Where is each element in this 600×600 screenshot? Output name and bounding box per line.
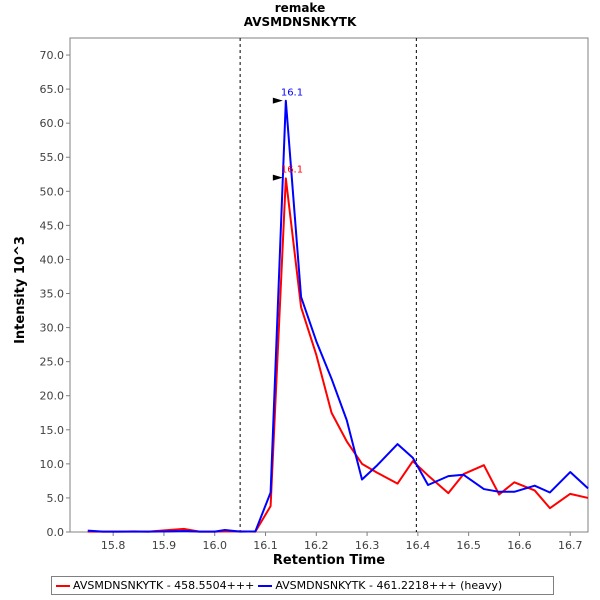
- x-tick-label: 16.0: [202, 539, 227, 552]
- y-tick-label: 50.0: [40, 185, 65, 198]
- legend-label-heavy: AVSMDNSNKYTK - 461.2218+++ (heavy): [275, 579, 503, 592]
- plot-frame: [69, 37, 589, 533]
- x-tick-label: 16.4: [406, 539, 431, 552]
- legend-item-light: AVSMDNSNKYTK - 458.5504+++: [56, 579, 254, 592]
- x-tick-label: 15.8: [101, 539, 126, 552]
- y-tick-label: 25.0: [40, 356, 65, 369]
- series-line-0: [87, 177, 589, 533]
- plot-area: 0.0 5.0 10.0 15.0 20.0 25.0 30.0 35.0 40.0 45.0 50…: [13, 37, 589, 568]
- x-tick-label: 16.1: [253, 539, 278, 552]
- y-tick-label: 30.0: [40, 322, 65, 335]
- x-axis-label: Retention Time: [273, 553, 385, 568]
- y-axis-label: Intensity 10^3: [13, 236, 28, 344]
- peak-label-1: 16.1: [281, 88, 303, 99]
- x-tick-label: 16.6: [507, 539, 532, 552]
- y-tick-label: 45.0: [40, 219, 65, 232]
- x-tick-label: 15.9: [152, 539, 177, 552]
- legend-swatch-heavy: [258, 584, 273, 587]
- y-tick-label: 40.0: [40, 253, 65, 266]
- peak-marker-1: [272, 97, 283, 104]
- y-tick-label: 55.0: [40, 151, 65, 164]
- y-tick-label: 35.0: [40, 288, 65, 301]
- x-tick-label: 16.3: [355, 539, 380, 552]
- y-tick-label: 15.0: [40, 424, 65, 437]
- chart-title: remake: [274, 1, 326, 15]
- y-tick-label: 10.0: [40, 458, 65, 471]
- y-tick-label: 70.0: [40, 49, 65, 62]
- x-tick-label: 16.2: [304, 539, 329, 552]
- y-tick-label: 5.0: [47, 492, 65, 505]
- y-tick-label: 20.0: [40, 390, 65, 403]
- chart-subtitle: AVSMDNSNKYTK: [243, 15, 357, 29]
- x-tick-label: 16.5: [456, 539, 481, 552]
- x-tick-label: 16.7: [558, 539, 583, 552]
- y-tick-label: 65.0: [40, 83, 65, 96]
- peak-marker-0: [272, 174, 283, 181]
- series-line-1: [87, 99, 589, 533]
- y-tick-label: 0.0: [47, 526, 65, 539]
- legend-label-light: AVSMDNSNKYTK - 458.5504+++: [73, 579, 255, 592]
- y-tick-label: 60.0: [40, 117, 65, 130]
- legend: AVSMDNSNKYTK - 458.5504+++ AVSMDNSNKYTK …: [51, 576, 554, 595]
- peak-label-0: 16.1: [281, 165, 303, 176]
- legend-item-heavy: AVSMDNSNKYTK - 461.2218+++ (heavy): [258, 579, 502, 592]
- legend-swatch-light: [56, 584, 70, 587]
